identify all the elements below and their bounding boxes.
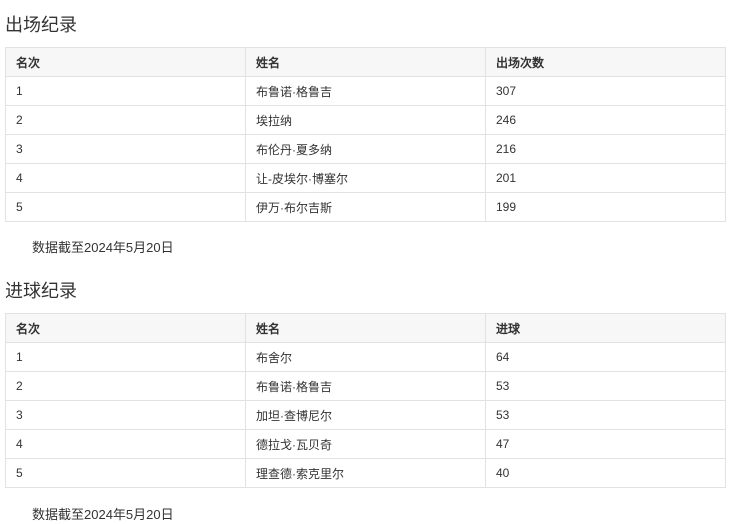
table-row: 2 布鲁诺·格鲁吉 53 bbox=[5, 371, 726, 401]
cell-value: 40 bbox=[485, 458, 726, 488]
cell-rank: 4 bbox=[5, 163, 246, 193]
cell-rank: 4 bbox=[5, 429, 246, 459]
cell-value: 47 bbox=[485, 429, 726, 459]
cell-name: 让-皮埃尔·博塞尔 bbox=[245, 163, 486, 193]
appearances-title: 出场纪录 bbox=[5, 15, 77, 35]
table-row: 1 布舍尔 64 bbox=[5, 342, 726, 372]
cell-rank: 3 bbox=[5, 134, 246, 164]
cell-rank: 5 bbox=[5, 192, 246, 222]
table-row: 5 理查德·索克里尔 40 bbox=[5, 458, 726, 488]
table-row: 3 加坦·查博尼尔 53 bbox=[5, 400, 726, 430]
cell-name: 埃拉纳 bbox=[245, 105, 486, 135]
cell-value: 64 bbox=[485, 342, 726, 372]
table-row: 1 布鲁诺·格鲁吉 307 bbox=[5, 76, 726, 106]
table-row: 4 让-皮埃尔·博塞尔 201 bbox=[5, 163, 726, 193]
header-name: 姓名 bbox=[245, 313, 486, 343]
cell-name: 德拉戈·瓦贝奇 bbox=[245, 429, 486, 459]
cell-name: 布伦丹·夏多纳 bbox=[245, 134, 486, 164]
cell-name: 布舍尔 bbox=[245, 342, 486, 372]
cell-rank: 3 bbox=[5, 400, 246, 430]
cell-name: 加坦·查博尼尔 bbox=[245, 400, 486, 430]
table-header-row: 名次 姓名 出场次数 bbox=[5, 47, 726, 77]
cell-rank: 1 bbox=[5, 342, 246, 372]
cell-value: 53 bbox=[485, 400, 726, 430]
table-row: 5 伊万·布尔吉斯 199 bbox=[5, 192, 726, 222]
header-name: 姓名 bbox=[245, 47, 486, 77]
goals-table: 名次 姓名 进球 1 布舍尔 64 2 布鲁诺·格鲁吉 53 3 加坦·查博尼尔 53 4 德拉戈·… bbox=[5, 313, 726, 488]
header-rank: 名次 bbox=[5, 313, 246, 343]
table-header-row: 名次 姓名 进球 bbox=[5, 313, 726, 343]
cell-value: 201 bbox=[485, 163, 726, 193]
cell-rank: 2 bbox=[5, 371, 246, 401]
cell-value: 53 bbox=[485, 371, 726, 401]
cell-name: 布鲁诺·格鲁吉 bbox=[245, 371, 486, 401]
header-rank: 名次 bbox=[5, 47, 246, 77]
goals-note: 数据截至2024年5月20日 bbox=[32, 507, 174, 522]
cell-name: 理查德·索克里尔 bbox=[245, 458, 486, 488]
appearances-table: 名次 姓名 出场次数 1 布鲁诺·格鲁吉 307 2 埃拉纳 246 3 布伦丹·夏多纳 216… bbox=[5, 47, 726, 222]
header-goals: 进球 bbox=[485, 313, 726, 343]
cell-value: 199 bbox=[485, 192, 726, 222]
table-row: 3 布伦丹·夏多纳 216 bbox=[5, 134, 726, 164]
table-row: 2 埃拉纳 246 bbox=[5, 105, 726, 135]
cell-rank: 2 bbox=[5, 105, 246, 135]
appearances-note: 数据截至2024年5月20日 bbox=[32, 240, 174, 255]
header-appearances: 出场次数 bbox=[485, 47, 726, 77]
cell-value: 216 bbox=[485, 134, 726, 164]
cell-value: 307 bbox=[485, 76, 726, 106]
table-row: 4 德拉戈·瓦贝奇 47 bbox=[5, 429, 726, 459]
cell-name: 布鲁诺·格鲁吉 bbox=[245, 76, 486, 106]
cell-rank: 1 bbox=[5, 76, 246, 106]
cell-name: 伊万·布尔吉斯 bbox=[245, 192, 486, 222]
goals-title: 进球纪录 bbox=[5, 281, 77, 301]
cell-value: 246 bbox=[485, 105, 726, 135]
cell-rank: 5 bbox=[5, 458, 246, 488]
